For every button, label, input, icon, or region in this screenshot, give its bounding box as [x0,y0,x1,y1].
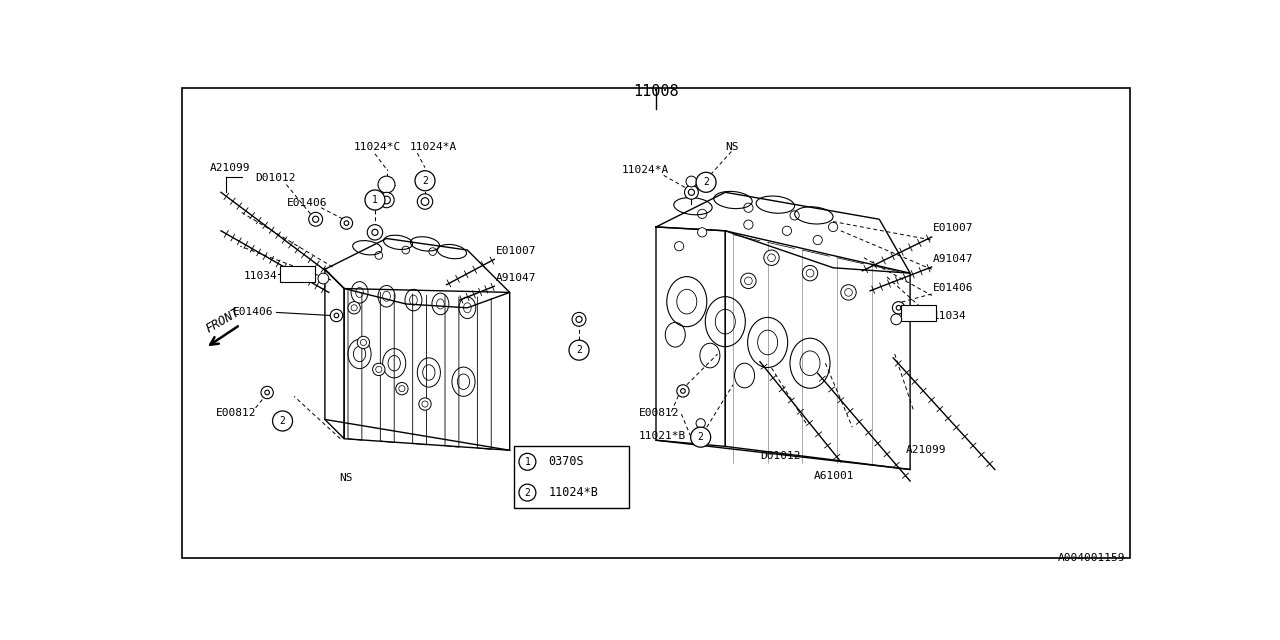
Text: E01406: E01406 [233,307,273,317]
Circle shape [570,340,589,360]
Circle shape [330,309,343,322]
Text: E01406: E01406 [933,283,974,293]
Circle shape [741,273,756,289]
Circle shape [340,217,352,229]
Text: A004001159: A004001159 [1059,554,1125,563]
Text: 11024*C: 11024*C [355,142,402,152]
Circle shape [348,301,361,314]
Text: D01012: D01012 [256,173,296,183]
Text: E00812: E00812 [215,408,256,417]
Text: 11034: 11034 [933,311,966,321]
Text: E00812: E00812 [639,408,680,417]
Circle shape [698,228,707,237]
Circle shape [378,176,396,193]
Polygon shape [344,289,509,451]
Text: 2: 2 [576,345,582,355]
Circle shape [379,192,394,208]
Bar [901,305,936,321]
Text: 2: 2 [525,488,530,498]
Text: A91047: A91047 [495,273,536,283]
Circle shape [696,419,705,428]
Text: A21099: A21099 [906,445,947,454]
Circle shape [686,176,696,187]
Text: D01012: D01012 [760,451,800,461]
Text: 11008: 11008 [634,84,678,99]
Text: 2: 2 [703,177,709,188]
Circle shape [367,225,383,240]
Circle shape [518,484,536,501]
Text: FRONT: FRONT [204,305,243,335]
Circle shape [696,172,716,192]
Circle shape [685,186,699,199]
Text: 11024*A: 11024*A [410,142,457,152]
Bar [513,447,628,508]
Circle shape [803,266,818,281]
Circle shape [365,190,385,210]
Text: A21099: A21099 [210,163,250,173]
Polygon shape [325,239,509,308]
Text: NS: NS [339,473,352,483]
Circle shape [677,385,689,397]
Text: 11024*B: 11024*B [548,486,598,499]
Circle shape [744,220,753,229]
Circle shape [764,250,780,266]
Circle shape [518,453,536,470]
Circle shape [273,411,293,431]
Polygon shape [657,227,726,447]
Circle shape [891,314,901,324]
Text: 0370S: 0370S [548,455,584,468]
Circle shape [419,398,431,410]
Text: 2: 2 [698,432,704,442]
Circle shape [675,241,684,251]
Circle shape [841,285,856,300]
Circle shape [691,427,710,447]
Circle shape [892,301,905,314]
Circle shape [317,273,329,284]
Text: 11024*A: 11024*A [621,165,668,175]
Text: E01007: E01007 [933,223,974,233]
Text: E01406: E01406 [287,198,326,208]
Circle shape [357,336,370,349]
Polygon shape [325,269,344,438]
Circle shape [396,383,408,395]
Text: A61001: A61001 [814,471,854,481]
Bar [280,266,315,282]
Circle shape [308,212,323,226]
Text: 1: 1 [525,457,530,467]
Text: 11034: 11034 [244,271,278,280]
Circle shape [417,194,433,209]
Polygon shape [657,192,910,273]
Text: 11021*B: 11021*B [639,431,686,441]
Text: NS: NS [726,142,739,152]
Text: E01007: E01007 [495,246,536,256]
Text: 2: 2 [279,416,285,426]
Text: A91047: A91047 [933,253,974,264]
Text: 1: 1 [372,195,378,205]
Circle shape [261,387,274,399]
Circle shape [813,236,822,244]
Polygon shape [726,231,910,470]
Circle shape [372,364,385,376]
Circle shape [782,226,791,236]
Circle shape [415,171,435,191]
Circle shape [572,312,586,326]
Text: 2: 2 [422,176,428,186]
